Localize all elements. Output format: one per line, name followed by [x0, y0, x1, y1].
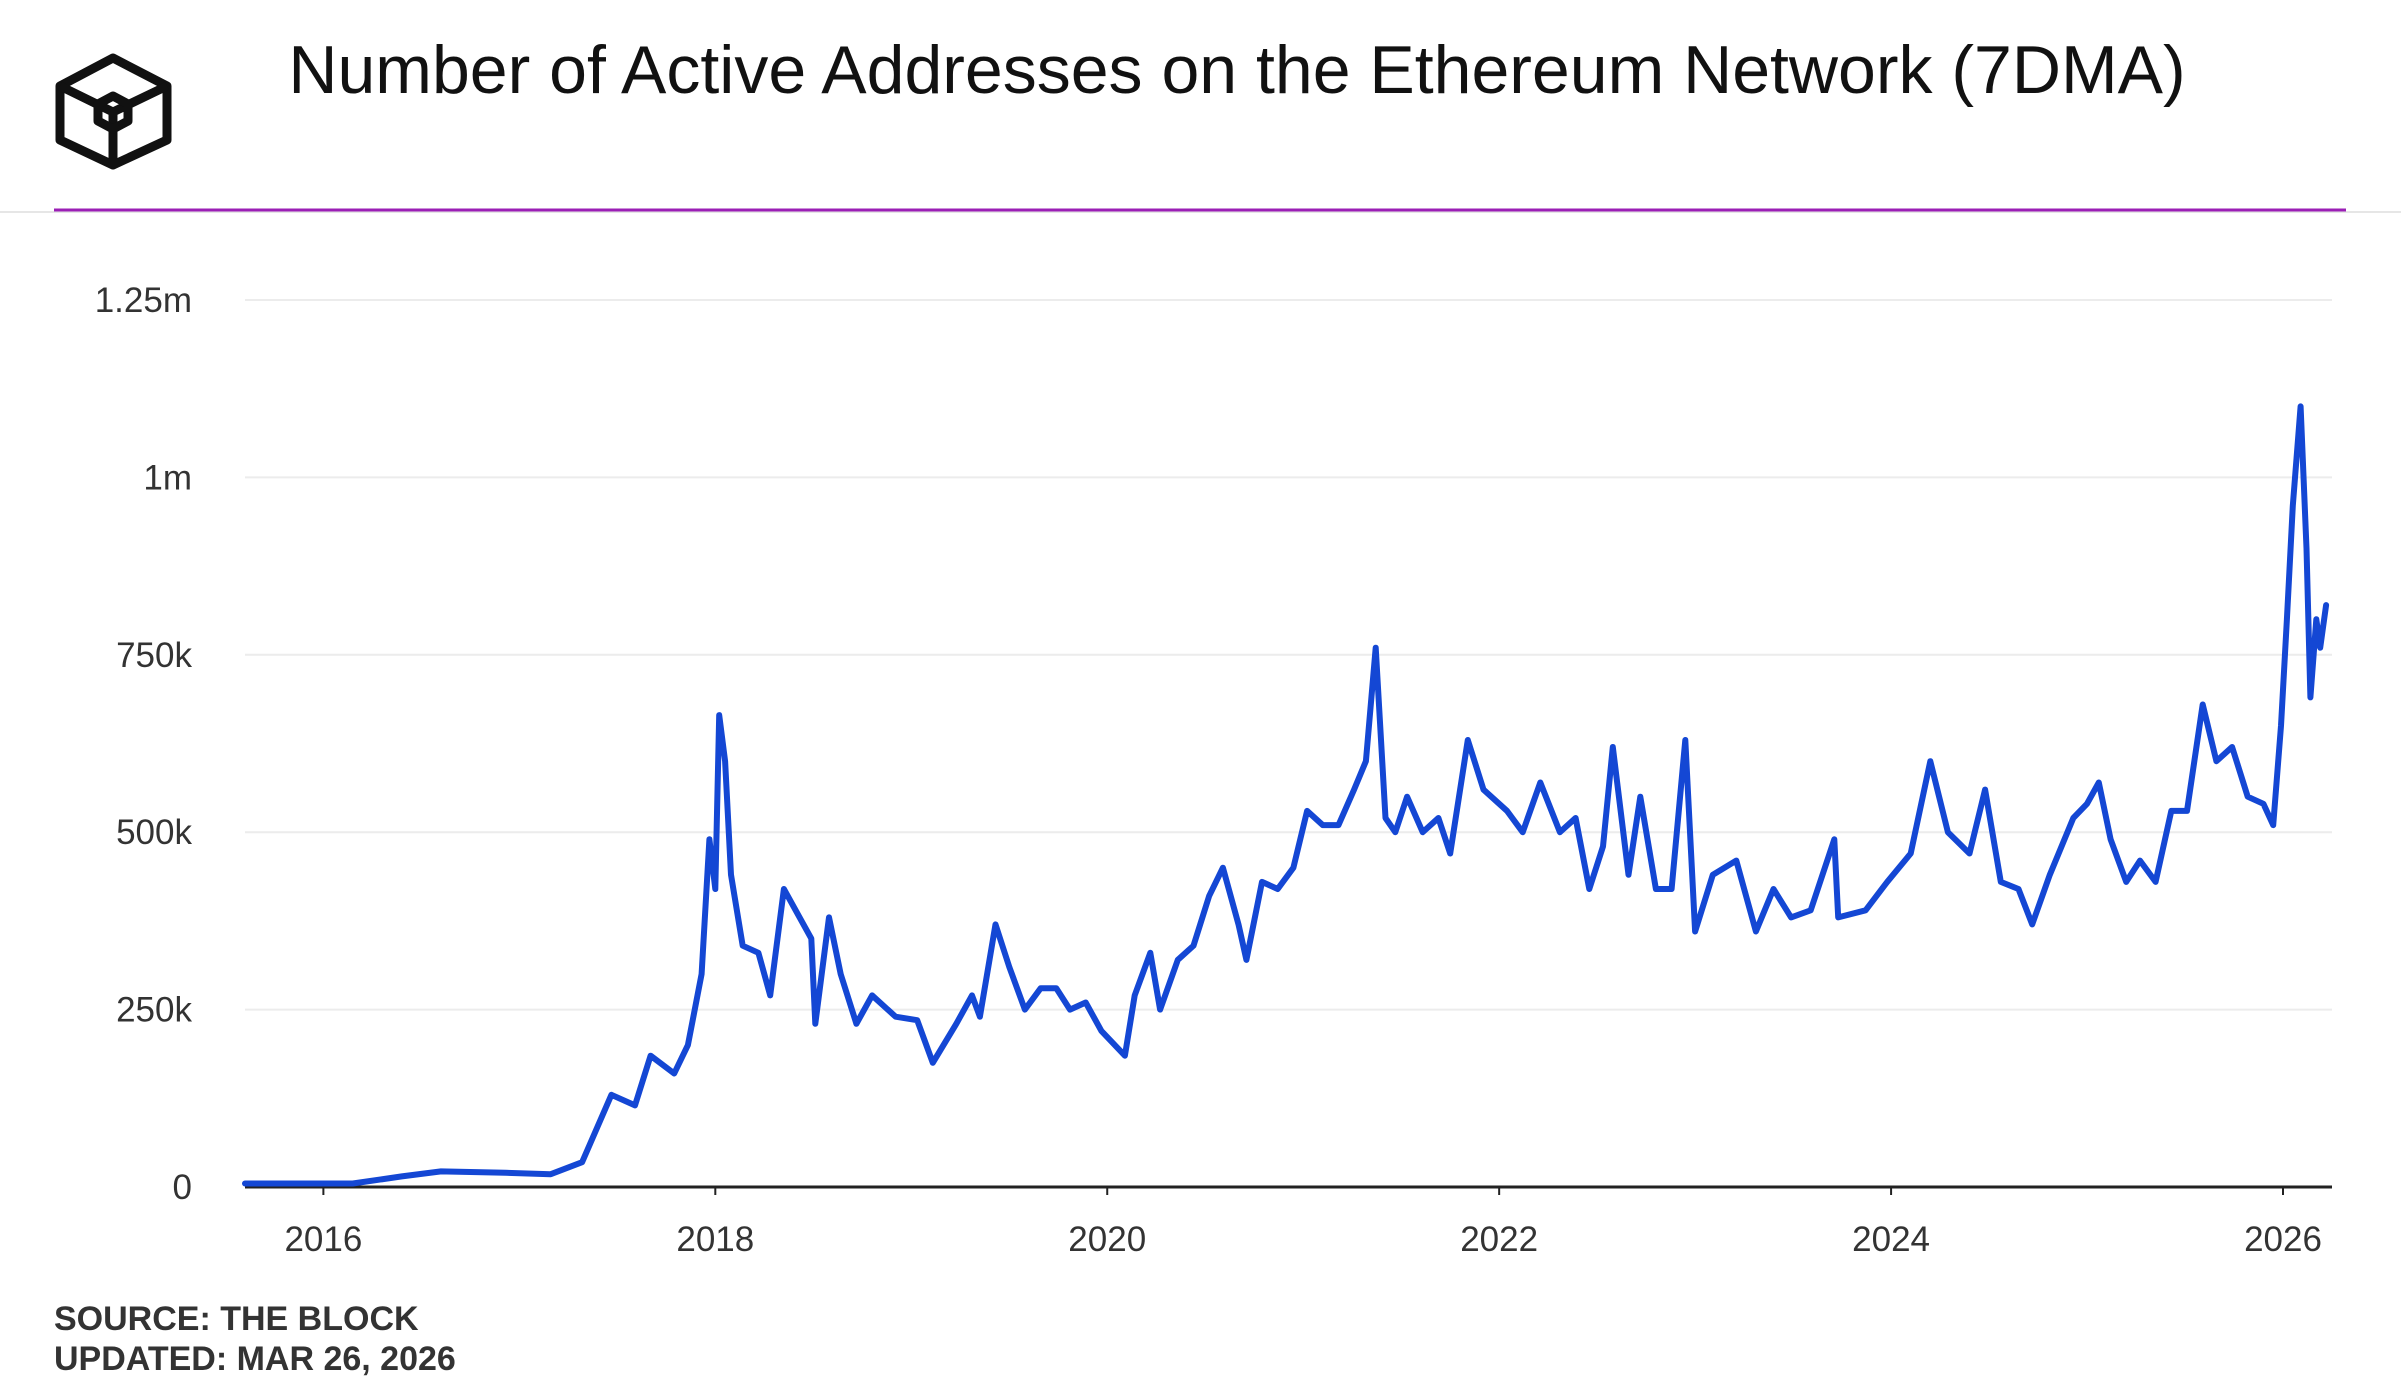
x-tick-label: 2026	[2244, 1220, 2322, 1259]
line-series	[242, 403, 2330, 1187]
x-tick-label: 2018	[676, 1220, 754, 1259]
x-tick-label: 2024	[1852, 1220, 1930, 1259]
y-tick-label: 250k	[116, 991, 192, 1030]
chart-title: Number of Active Addresses on the Ethere…	[288, 32, 2186, 108]
source: SOURCE: THE BLOCK	[54, 1300, 419, 1338]
logo	[55, 53, 172, 170]
x-tick-label: 2020	[1068, 1220, 1146, 1259]
y-tick-label: 750k	[116, 636, 192, 675]
plot: 0 250k 500k 750k 1m 1.25m 2016 2018 2020 2022 2024…	[95, 281, 2332, 1259]
updated: UPDATED: MAR 26, 2026	[54, 1340, 456, 1378]
y-tick-label: 1m	[143, 458, 192, 497]
y-tick-label: 1.25m	[95, 281, 192, 320]
x-tick-label: 2016	[284, 1220, 362, 1259]
y-tick-label: 0	[173, 1168, 192, 1207]
x-tick-label: 2022	[1460, 1220, 1538, 1259]
y-tick-label: 500k	[116, 813, 192, 852]
